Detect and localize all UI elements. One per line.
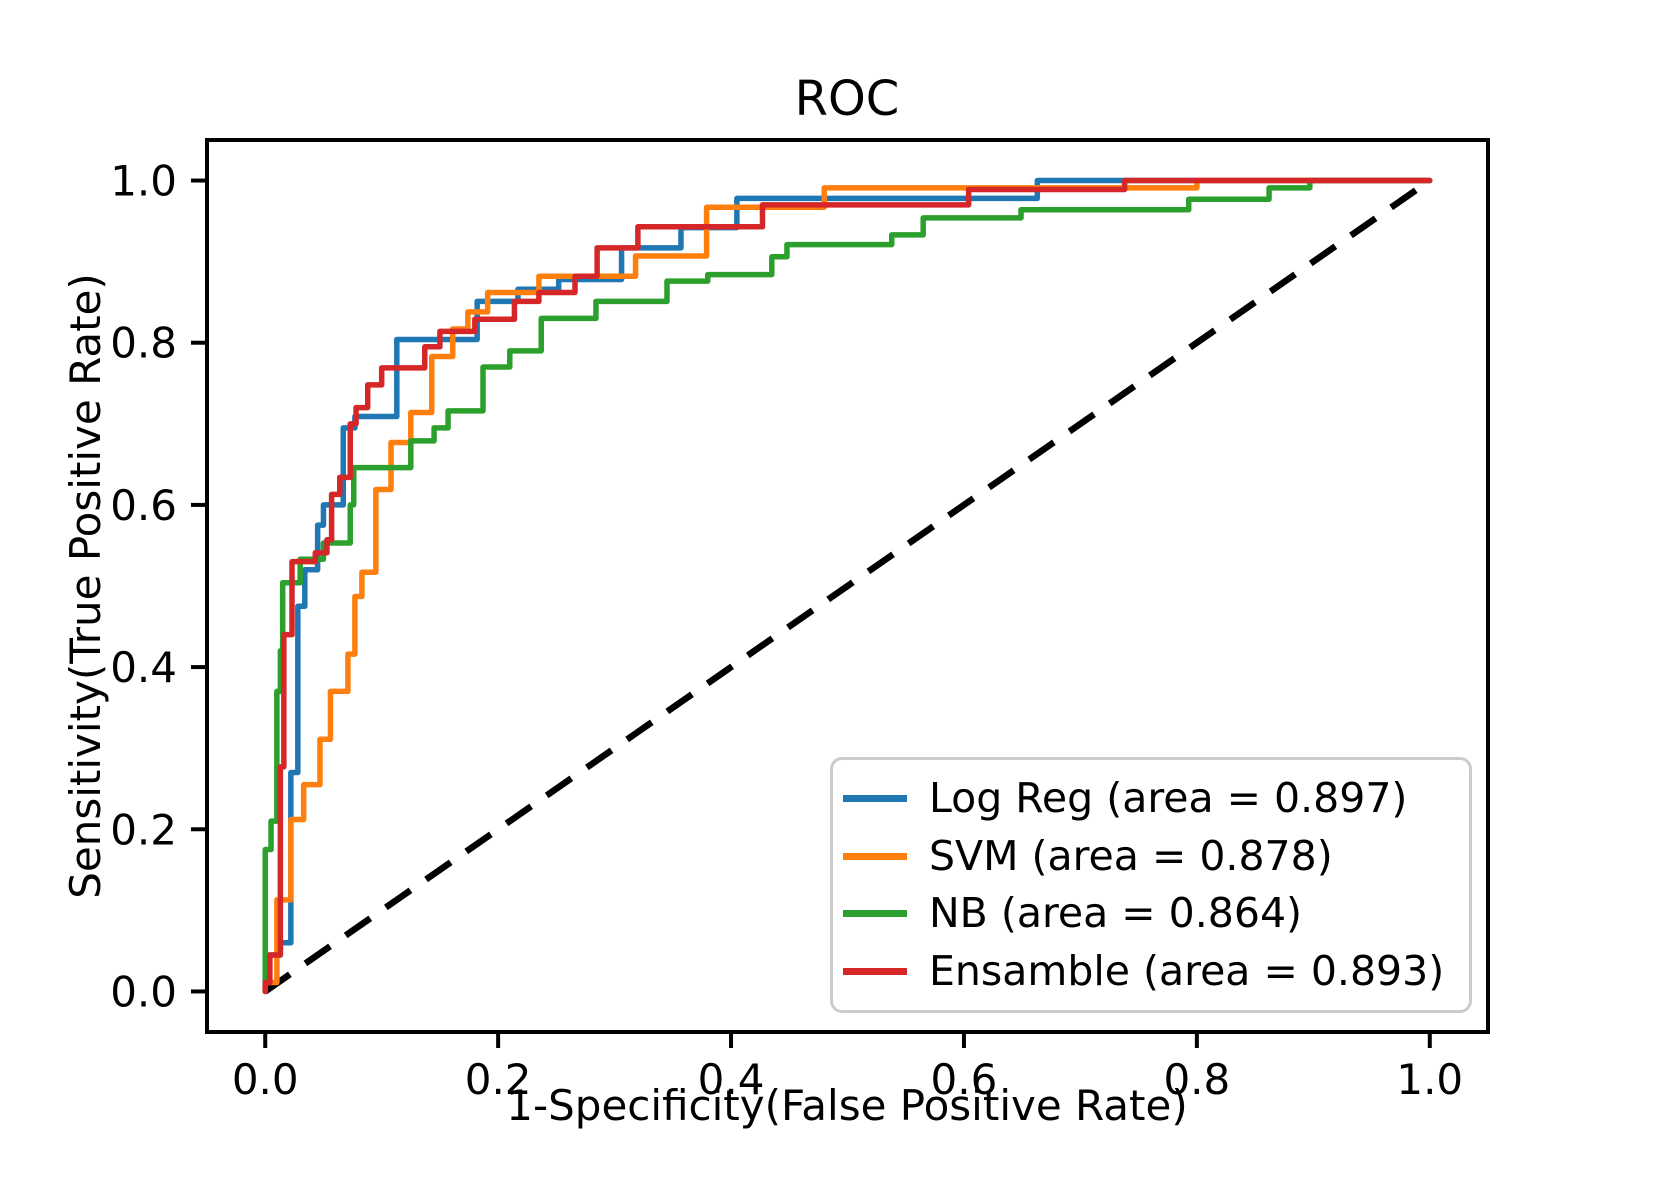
x-axis-label: 1-Specificity(False Positive Rate) — [506, 1081, 1187, 1130]
legend-item-svm: SVM (area = 0.878) — [833, 830, 1469, 882]
y-tick-label-0.4: 0.4 — [110, 643, 177, 692]
legend-label-nb: NB (area = 0.864) — [929, 889, 1303, 938]
x-tick-label-0.8: 0.8 — [1163, 1055, 1230, 1104]
roc-curve-nb — [262, 177, 1433, 995]
plot-area: 0.0 0.2 0.4 0.6 0.8 1.0 0.0 0.2 0.4 0.6 0.8 1.0 — [110, 138, 1490, 1104]
y-tick-label-0.0: 0.0 — [110, 967, 177, 1016]
x-tick-label-0.0: 0.0 — [232, 1055, 299, 1104]
legend-label-log-reg: Log Reg (area = 0.897) — [929, 774, 1408, 823]
legend-label-ensamble: Ensamble (area = 0.893) — [929, 946, 1445, 995]
chance-diagonal — [263, 177, 1432, 995]
legend-item-log-reg: Log Reg (area = 0.897) — [833, 773, 1469, 825]
y-axis-label: Sensitivity(True Positive Rate) — [61, 273, 110, 899]
legend-box: Log Reg (area = 0.897) SVM (area = 0.878)… — [830, 757, 1472, 1013]
roc-curve-svm — [262, 177, 1433, 995]
legend-item-nb: NB (area = 0.864) — [833, 888, 1469, 940]
legend-swatch-svm — [843, 852, 907, 860]
y-tick-label-0.8: 0.8 — [110, 319, 177, 368]
y-tick-label-1.0: 1.0 — [110, 157, 177, 206]
x-tick-label-0.4: 0.4 — [698, 1055, 765, 1104]
legend-swatch-log-reg — [843, 795, 907, 803]
y-tick-label-0.6: 0.6 — [110, 481, 177, 530]
y-tick-label-0.2: 0.2 — [110, 805, 177, 854]
x-tick-label-0.6: 0.6 — [931, 1055, 998, 1104]
legend-swatch-ensamble — [843, 967, 907, 975]
legend-swatch-nb — [843, 910, 907, 918]
legend-item-ensamble: Ensamble (area = 0.893) — [833, 945, 1469, 997]
axes-spines — [205, 138, 1490, 1034]
x-tick-label-1.0: 1.0 — [1396, 1055, 1463, 1104]
roc-curve-ensamble — [262, 177, 1433, 995]
chart-title: ROC — [795, 71, 900, 127]
x-tick-label-0.2: 0.2 — [465, 1055, 532, 1104]
legend-label-svm: SVM (area = 0.878) — [929, 831, 1333, 880]
